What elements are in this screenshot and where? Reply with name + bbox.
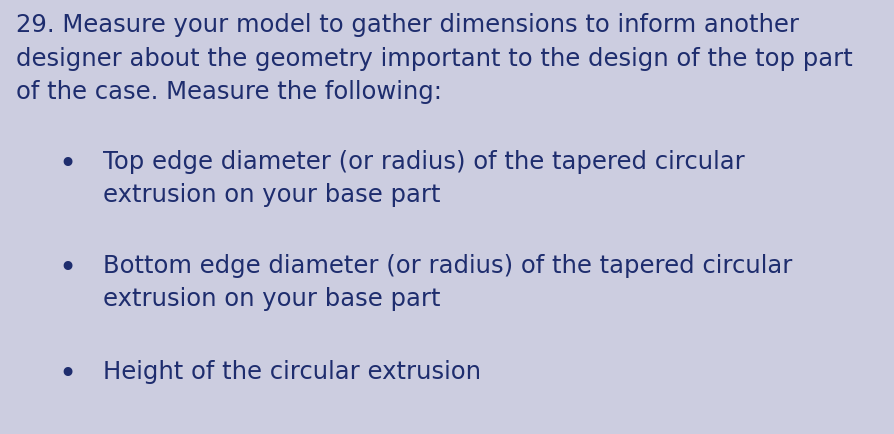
Text: 29. Measure your model to gather dimensions to inform another
designer about the: 29. Measure your model to gather dimensi… bbox=[16, 13, 853, 104]
Text: •: • bbox=[58, 360, 76, 389]
Text: •: • bbox=[58, 254, 76, 283]
Text: Bottom edge diameter (or radius) of the tapered circular
extrusion on your base : Bottom edge diameter (or radius) of the … bbox=[103, 254, 792, 311]
Text: Height of the circular extrusion: Height of the circular extrusion bbox=[103, 360, 481, 384]
Text: •: • bbox=[58, 150, 76, 179]
Text: Top edge diameter (or radius) of the tapered circular
extrusion on your base par: Top edge diameter (or radius) of the tap… bbox=[103, 150, 745, 207]
